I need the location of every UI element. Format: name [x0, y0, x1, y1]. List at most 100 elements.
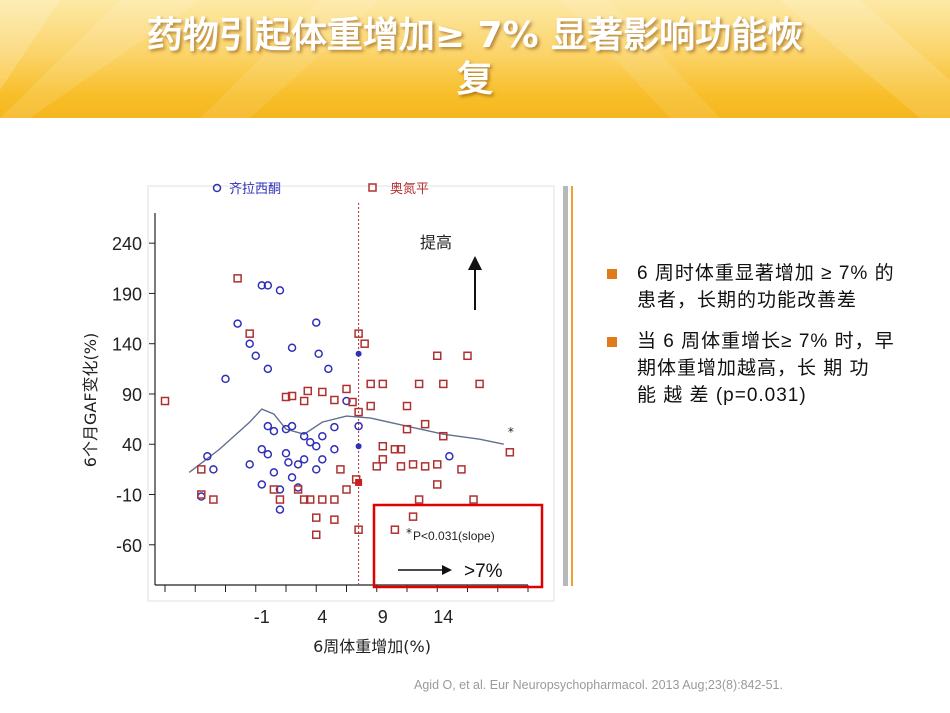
olanzapine-point: [439, 431, 448, 441]
ziprasidone-point: [312, 318, 321, 327]
trend-curve: [188, 408, 504, 473]
olanzapine-point: [354, 525, 363, 534]
olanzapine-point: [287, 391, 297, 401]
citation: Agid O, et al. Eur Neuropsychopharmacol.…: [414, 678, 783, 692]
bullet-item-1: 6 周时体重显著增加 ≥ 7% 的患者，长期的功能改善差: [605, 260, 895, 314]
olanzapine-point: [233, 274, 242, 283]
legend-square-icon: [368, 183, 377, 192]
ziprasidone-point: [203, 452, 212, 461]
filled-point: [355, 478, 363, 486]
ziprasidone-point: [330, 445, 339, 454]
ziprasidone-point: [314, 349, 323, 359]
bullet-square-icon: [607, 337, 617, 347]
ziprasidone-point: [263, 450, 273, 459]
ziprasidone-point: [233, 319, 242, 328]
ziprasidone-point: [257, 445, 267, 454]
ziprasidone-point: [269, 468, 279, 477]
olanzapine-point: [299, 396, 309, 406]
ziprasidone-point: [221, 374, 230, 384]
ziprasidone-point: [287, 421, 297, 431]
divider-orange: [571, 186, 573, 586]
olanzapine-point: [299, 495, 309, 504]
bullet-text-2: 当 6 周体重增长≥ 7% 时，早期体重增加越高，长 期 功 能 越 差 (p=…: [637, 331, 895, 406]
ziprasidone-point: [257, 480, 267, 489]
bullet-list: 6 周时体重显著增加 ≥ 7% 的患者，长期的功能改善差 当 6 周体重增长≥ …: [605, 260, 895, 423]
x-tick-label: 14: [433, 607, 453, 627]
ziprasidone-point: [245, 460, 254, 469]
olanzapine-point: [378, 379, 388, 389]
ziprasidone-point: [445, 452, 454, 461]
ziprasidone-point: [330, 422, 339, 432]
divider-gray: [563, 186, 568, 586]
legend-circle-icon: [212, 183, 222, 193]
olanzapine-point: [408, 512, 418, 521]
olanzapine-point: [366, 379, 375, 389]
olanzapine-point: [305, 495, 315, 504]
olanzapine-point: [366, 401, 375, 411]
olanzapine-point: [396, 462, 406, 471]
ziprasidone-point: [209, 465, 218, 474]
filled-point: [355, 443, 362, 450]
bullet-item-2: 当 6 周体重增长≥ 7% 时，早期体重增加越高，长 期 功 能 越 差 (p=…: [605, 328, 895, 409]
olanzapine-point: [197, 465, 206, 474]
x-tick-label: 9: [378, 607, 388, 627]
bullet-text-1: 6 周时体重显著增加 ≥ 7% 的患者，长期的功能改善差: [637, 263, 895, 311]
up-label: 提高: [420, 233, 452, 252]
olanzapine-point: [414, 495, 424, 504]
y-tick-label: 240: [112, 234, 142, 254]
olanzapine-point: [420, 419, 430, 429]
olanzapine-point: [342, 485, 351, 494]
olanzapine-point: [378, 455, 388, 464]
ziprasidone-point: [342, 396, 351, 406]
arrow-label: >7%: [464, 561, 503, 582]
significance-box: [372, 503, 544, 589]
olanzapine-point: [372, 462, 381, 471]
ziprasidone-point: [251, 351, 260, 361]
ziprasidone-point: [245, 339, 254, 348]
olanzapine-point: [433, 351, 442, 361]
bullet-square-icon: [607, 269, 617, 279]
ziprasidone-point: [284, 458, 293, 467]
ziprasidone-point: [269, 426, 279, 436]
olanzapine-point: [209, 495, 218, 504]
banner-rays: [0, 0, 950, 118]
olanzapine-point: [303, 386, 313, 396]
ziprasidone-point: [299, 455, 309, 464]
olanzapine-point: [433, 480, 442, 489]
y-tick-label: 40: [122, 435, 142, 455]
olanzapine-point: [505, 448, 515, 457]
olanzapine-point: [318, 495, 327, 504]
y-tick-label: 90: [122, 385, 142, 405]
chart-frame: [147, 185, 555, 602]
olanzapine-point: [160, 396, 170, 406]
olanzapine-point: [390, 525, 400, 534]
olanzapine-point: [475, 379, 484, 389]
olanzapine-point: [402, 401, 412, 411]
olanzapine-point: [312, 530, 321, 539]
filled-point: [355, 350, 362, 357]
title-line-2: 复: [456, 59, 493, 100]
page-title: 药物引起体重增加≥ 7% 显著影响功能恢 复: [0, 14, 950, 102]
x-tick-label: -1: [254, 607, 270, 627]
ziprasidone-point: [287, 343, 297, 352]
y-axis-label: 6个月GAF变化(%): [81, 333, 100, 467]
curve-star: *: [508, 425, 514, 439]
olanzapine-point: [348, 397, 357, 407]
ziprasidone-point: [354, 421, 363, 431]
olanzapine-point: [378, 442, 388, 451]
olanzapine-point: [330, 515, 339, 524]
ziprasidone-point: [318, 431, 327, 441]
ziprasidone-point: [287, 473, 297, 482]
olanzapine-point: [281, 392, 291, 402]
box-star: *: [406, 526, 412, 540]
legend-label-olanzapine: 奥氮平: [390, 182, 429, 197]
olanzapine-point: [330, 395, 339, 405]
olanzapine-point: [360, 339, 369, 348]
olanzapine-point: [197, 490, 206, 499]
up-arrow-icon: [468, 256, 482, 270]
olanzapine-point: [433, 460, 442, 469]
olanzapine-point: [354, 329, 363, 338]
title-banner: 药物引起体重增加≥ 7% 显著影响功能恢 复: [0, 0, 950, 118]
ziprasidone-point: [318, 455, 327, 464]
box-pvalue-label: P<0.031(slope): [413, 529, 495, 543]
